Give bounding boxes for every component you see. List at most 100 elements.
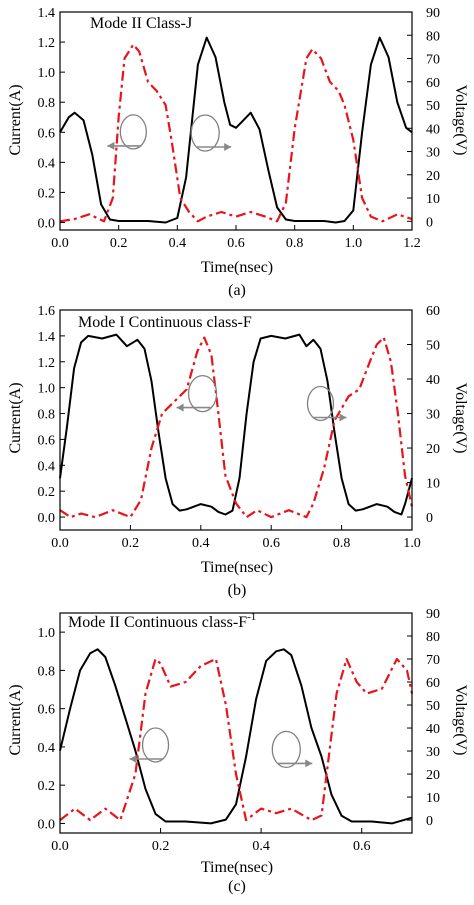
chart-a-y-tick-label: 0.8	[38, 96, 56, 111]
chart-c-annotation-text: Mode II Continuous class-F-1	[68, 611, 256, 631]
chart-c-y-tick-label: 0.4	[38, 741, 56, 756]
chart-c-annotation-sup: -1	[247, 611, 256, 623]
chart-b-arrow-head	[176, 403, 184, 412]
chart-a-y2-tick-label: 10	[426, 192, 440, 207]
chart-b-y2-tick-label: 10	[426, 477, 440, 492]
chart-a-y-tick-label: 0.4	[38, 156, 56, 171]
chart-b-x-tick-label: 0.4	[192, 536, 210, 551]
chart-c: 0.0 0.2 0.4 0.6 0.0 0.2 0.4 0.6 0.8 1.0 0 10 20 30 40 5…	[7, 607, 469, 895]
chart-a-y2-tick-label: 50	[426, 99, 440, 114]
chart-a-annotation: Mode II Class-J	[90, 15, 192, 32]
chart-b: 0.0 0.2 0.4 0.6 0.8 1.0 0.0 0.2 0.4 0.6 0.8 1.0 1.2 1…	[7, 304, 469, 599]
chart-a-ylabel: Current(A)	[7, 84, 24, 155]
chart-a-y2-tick-label: 20	[426, 169, 440, 184]
chart-b-x-tick-label: 1.0	[403, 536, 421, 551]
chart-a: 0.0 0.2 0.4 0.6 0.8 1.0 1.2 0.0 0.2 0.4 0.6 0.8 1.0 1…	[7, 6, 469, 299]
chart-c-y-tick-label: 0.0	[38, 817, 56, 832]
chart-b-annotation: Mode I Continuous class-F	[78, 314, 252, 331]
chart-c-y-tick-label: 0.6	[38, 703, 56, 718]
chart-b-arrow-head	[339, 413, 347, 422]
chart-b-y2label: Voltage(V)	[452, 383, 469, 454]
chart-a-y-tick-label: 1.2	[38, 36, 56, 51]
chart-a-y2-tick-label: 70	[426, 53, 440, 68]
chart-a-x-tick-label: 1.0	[345, 236, 363, 251]
chart-b-y-tick-label: 1.4	[38, 330, 56, 345]
chart-c-y2-tick-label: 10	[426, 791, 440, 806]
chart-a-y2-tick-label: 40	[426, 122, 440, 137]
chart-b-y-tick-label: 0.4	[38, 459, 56, 474]
chart-c-plot-frame	[59, 612, 413, 834]
chart-a-x-tick-label: 0.8	[286, 236, 304, 251]
chart-a-series-current-line	[59, 36, 413, 224]
chart-a-y2-tick-label: 80	[426, 29, 440, 44]
chart-a-y2-tick-label: 90	[426, 6, 440, 21]
chart-c-y2-tick-label: 30	[426, 745, 440, 760]
chart-b-y2-tick-label: 30	[426, 408, 440, 423]
chart-b-y-tick-label: 1.2	[38, 356, 56, 371]
chart-b-x-tick-label: 0.2	[122, 536, 140, 551]
chart-c-annotation: Mode II Continuous class-F	[68, 614, 247, 631]
chart-b-x-tick-label: 0.0	[51, 536, 69, 551]
chart-panel-a: 0.0 0.2 0.4 0.6 0.8 1.0 1.2 0.0 0.2 0.4 0.6 0.8 1.0 1…	[0, 0, 474, 300]
chart-b-highlight-circle	[306, 385, 335, 422]
chart-c-y-tick-label: 1.0	[38, 626, 56, 641]
chart-c-y2-tick-label: 50	[426, 699, 440, 714]
chart-c-x-tick-label: 0.0	[51, 839, 69, 854]
chart-a-y-tick-label: 0.2	[38, 186, 56, 201]
chart-b-x-tick-label: 0.8	[333, 536, 351, 551]
chart-a-arrow-head	[107, 141, 115, 150]
chart-a-x-tick-label: 1.2	[403, 236, 421, 251]
chart-c-y2-tick-label: 20	[426, 768, 440, 783]
chart-a-x-tick-label: 0.0	[51, 236, 69, 251]
chart-b-y-tick-label: 0.8	[38, 408, 56, 423]
chart-c-arrow-head	[305, 759, 313, 768]
chart-a-xlabel: Time(nsec)	[201, 259, 273, 276]
chart-b-y2-tick-label: 50	[426, 339, 440, 354]
chart-c-y2label: Voltage(V)	[452, 685, 469, 756]
chart-c-y2-tick-label: 40	[426, 722, 440, 737]
chart-c-panel-label: (c)	[228, 878, 246, 895]
chart-a-y-tick-label: 1.4	[38, 6, 56, 21]
chart-b-y-tick-label: 0.6	[38, 433, 56, 448]
chart-b-xlabel: Time(nsec)	[201, 559, 273, 576]
chart-b-y-tick-label: 0.0	[38, 511, 56, 526]
chart-c-ylabel: Current(A)	[7, 684, 24, 755]
chart-a-y2-tick-label: 60	[426, 76, 440, 91]
chart-a-x-tick-label: 0.4	[169, 236, 187, 251]
chart-b-series-voltage-line	[59, 336, 414, 519]
chart-a-highlight-circle	[190, 114, 220, 152]
chart-c-arrow-head	[129, 755, 137, 763]
chart-c-x-tick-label: 0.2	[152, 839, 170, 854]
chart-b-y2-tick-label: 0	[426, 511, 433, 526]
chart-b-ylabel: Current(A)	[7, 382, 24, 453]
chart-a-panel-label: (a)	[228, 282, 246, 299]
chart-b-marks: 0.0 0.2 0.4 0.6 0.8 1.0 0.0 0.2 0.4 0.6 0.8 1.0 1.2 1…	[38, 304, 441, 551]
chart-c-y2-tick-label: 0	[426, 814, 433, 829]
chart-a-y-tick-label: 1.0	[38, 66, 56, 81]
chart-a-highlight-circle	[119, 114, 147, 150]
chart-a-y-tick-label: 0.6	[38, 126, 56, 141]
chart-b-y2-tick-label: 20	[426, 442, 440, 457]
chart-b-highlight-circle	[187, 374, 218, 413]
chart-panel-c: 0.0 0.2 0.4 0.6 0.0 0.2 0.4 0.6 0.8 1.0 0 10 20 30 40 5…	[0, 600, 474, 900]
chart-b-panel-label: (b)	[228, 582, 247, 599]
chart-a-y2label: Voltage(V)	[452, 85, 469, 156]
chart-a-x-tick-label: 0.2	[110, 236, 128, 251]
chart-b-x-tick-label: 0.6	[262, 536, 280, 551]
chart-b-y2-tick-label: 40	[426, 373, 440, 388]
chart-a-marks: 0.0 0.2 0.4 0.6 0.8 1.0 1.2 0.0 0.2 0.4 0.6 0.8 1.0 1…	[38, 6, 441, 251]
chart-c-y2-tick-label: 80	[426, 630, 440, 645]
chart-b-y-tick-label: 1.0	[38, 382, 56, 397]
chart-c-y2-tick-label: 90	[426, 607, 440, 622]
chart-a-series-voltage-line	[59, 43, 413, 223]
chart-b-y2-tick-label: 60	[426, 304, 440, 319]
chart-c-marks: 0.0 0.2 0.4 0.6 0.0 0.2 0.4 0.6 0.8 1.0 0 10 20 30 40 5…	[38, 607, 441, 854]
chart-c-series-current-line	[59, 648, 413, 825]
chart-c-y2-tick-label: 70	[426, 653, 440, 668]
chart-a-y-tick-label: 0.0	[38, 216, 56, 231]
chart-a-y2-tick-label: 0	[426, 215, 433, 230]
chart-c-x-tick-label: 0.6	[353, 839, 371, 854]
chart-b-y-tick-label: 1.6	[38, 304, 56, 319]
chart-c-y-tick-label: 0.8	[38, 664, 56, 679]
chart-b-y-tick-label: 0.2	[38, 485, 56, 500]
